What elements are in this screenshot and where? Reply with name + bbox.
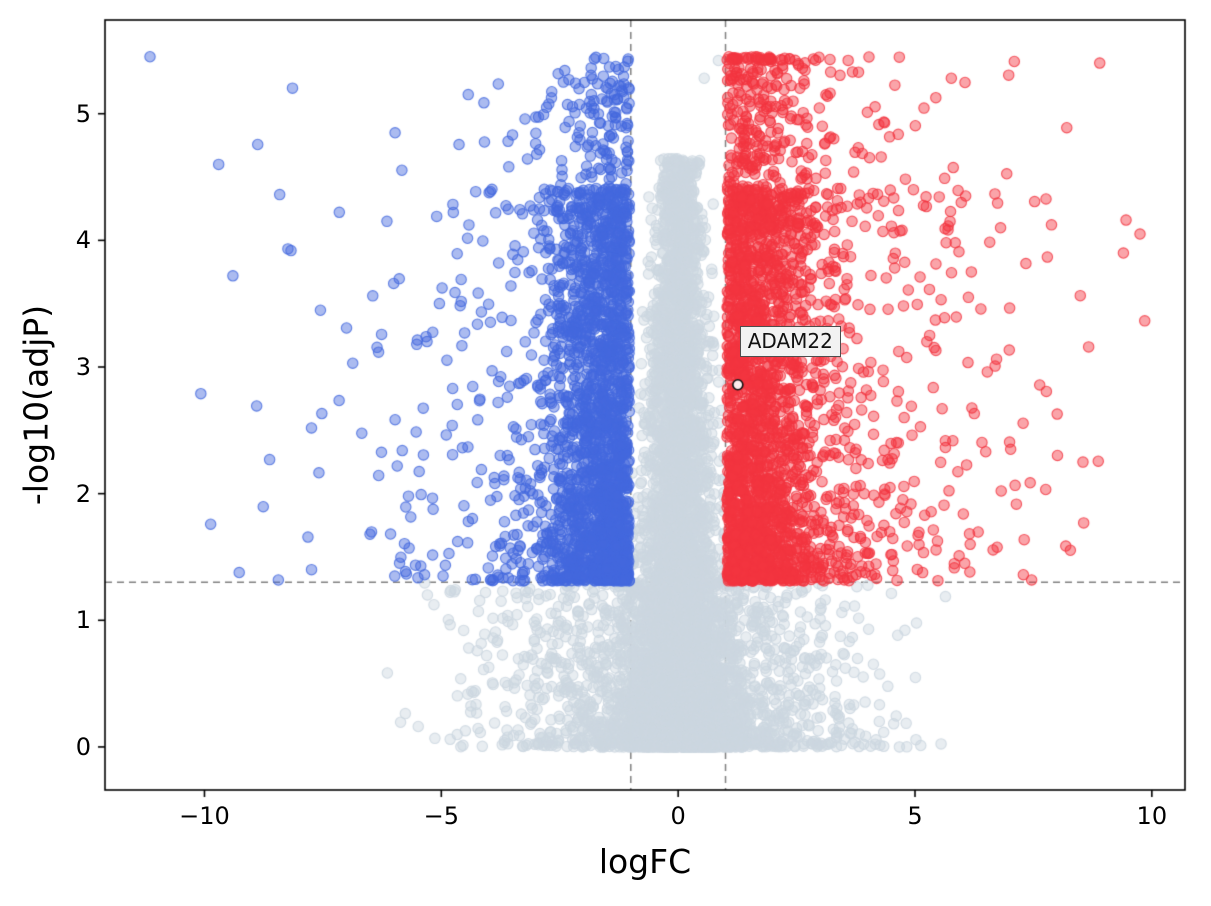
- plot-canvas: [0, 0, 1211, 906]
- volcano-plot-figure: −10 −5 0 5 10 0 1 2 3 4 5 logFC -log10(adjP) ADAM2…: [0, 0, 1211, 906]
